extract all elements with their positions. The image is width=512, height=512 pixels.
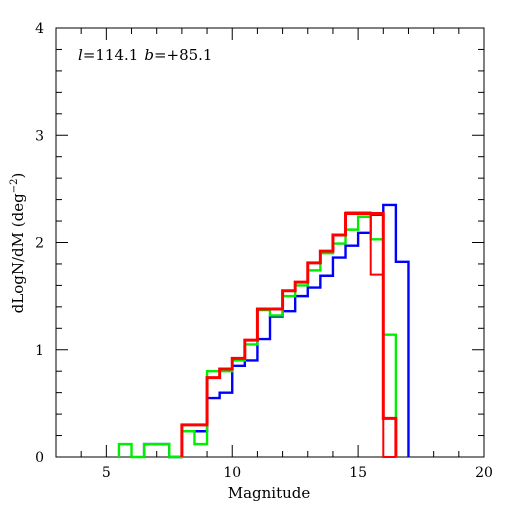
plot-frame: [55, 27, 485, 458]
x-tick-label: 15: [349, 465, 367, 481]
field-coordinates-annotation: l=114.1 b=+85.1: [78, 46, 212, 64]
y-axis-label: dLogN/dM (deg−2): [9, 173, 27, 314]
y-axis-label-superscript: −2: [9, 179, 20, 194]
series-line-1: [142, 203, 410, 459]
series-layer: [117, 203, 410, 459]
x-tick-label: 20: [475, 465, 493, 481]
x-tick-labels: 5 10 15 20: [102, 465, 493, 481]
series-line-4: [180, 212, 398, 457]
y-tick-label: 0: [35, 450, 44, 466]
b-value: =+85.1: [154, 46, 213, 64]
y-tick-label: 1: [35, 343, 44, 359]
l-symbol: l: [78, 46, 83, 64]
x-tick-label: 5: [102, 465, 111, 481]
axis-ticks: [55, 27, 485, 458]
y-tick-labels: 0 1 2 3 4: [35, 21, 44, 466]
plot-border: [55, 27, 485, 458]
l-value: =114.1: [83, 46, 139, 64]
y-tick-label: 2: [35, 236, 44, 252]
y-tick-label: 3: [35, 128, 44, 144]
y-axis-label-main: dLogN/dM (deg: [9, 193, 27, 313]
y-axis-label-close: ): [9, 173, 27, 179]
x-axis-label: Magnitude: [228, 484, 311, 502]
b-symbol: b: [144, 46, 154, 64]
y-tick-label: 4: [35, 21, 44, 37]
series-line-3: [180, 211, 396, 458]
x-tick-label: 10: [223, 465, 241, 481]
